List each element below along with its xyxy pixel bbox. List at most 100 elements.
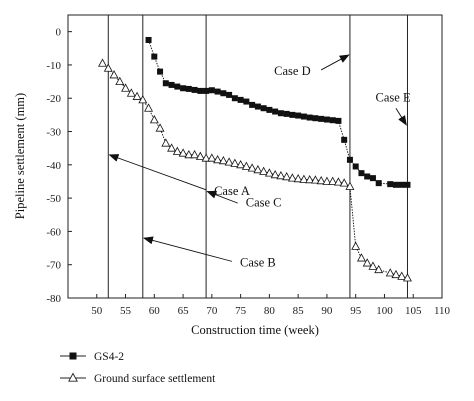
point-gs4-2-33 [335, 117, 342, 124]
point-gs4-2-19 [254, 103, 261, 110]
point-ground-surface-settlement-1 [103, 63, 113, 72]
point-gs4-2-34 [341, 136, 348, 143]
point-gs4-2-4 [168, 81, 175, 88]
point-gs4-2-13 [220, 90, 227, 97]
point-ground-surface-settlement-44 [351, 241, 361, 250]
point-ground-surface-settlement-39 [322, 176, 332, 185]
point-ground-surface-settlement-46 [362, 258, 372, 267]
point-ground-surface-settlement-17 [195, 151, 205, 160]
point-ground-surface-settlement-25 [241, 161, 251, 170]
annotation-label-case-c: Case C [246, 195, 282, 209]
point-ground-surface-settlement-14 [178, 148, 188, 157]
point-ground-surface-settlement-20 [213, 154, 223, 164]
point-ground-surface-settlement-18 [201, 153, 211, 162]
point-ground-surface-settlement-49 [385, 268, 395, 277]
annotation-arrow-case-b [142, 236, 233, 262]
x-tick-label-110: 110 [434, 305, 451, 317]
legend-marker-ground [68, 372, 78, 382]
point-gs4-2-16 [237, 96, 244, 103]
y-tick-label--20: -20 [46, 93, 61, 105]
point-ground-surface-settlement-40 [328, 176, 338, 185]
x-tick-label-65: 65 [178, 305, 190, 317]
point-ground-surface-settlement-16 [190, 149, 200, 159]
annotations: Case A Case B Case C Case D Case E [108, 54, 411, 269]
point-gs4-2-28 [306, 114, 313, 121]
x-tick-label-100: 100 [376, 305, 393, 317]
legend-label-gs4-2: GS4-2 [94, 351, 124, 363]
point-gs4-2-37 [358, 170, 365, 177]
point-gs4-2-11 [208, 87, 215, 94]
point-gs4-2-36 [352, 163, 359, 170]
point-ground-surface-settlement-11 [161, 138, 171, 147]
x-tick-label-80: 80 [264, 305, 276, 317]
point-ground-surface-settlement-35 [299, 174, 309, 183]
point-ground-surface-settlement-3 [115, 76, 125, 85]
legend-marker-gs4-2 [69, 352, 77, 360]
point-ground-surface-settlement-26 [247, 163, 257, 172]
point-ground-surface-settlement-45 [356, 253, 366, 262]
point-ground-surface-settlement-10 [155, 123, 165, 132]
point-gs4-2-10 [203, 87, 210, 94]
legend-label-ground: Ground surface settlement [94, 373, 216, 385]
y-tick-label--80: -80 [46, 293, 61, 305]
annotation-arrow-case-c [206, 190, 238, 204]
point-ground-surface-settlement-27 [253, 164, 263, 174]
x-axis-title: Construction time (week) [191, 323, 319, 337]
annotation-label-case-d: Case D [274, 64, 310, 78]
x-tick-label-55: 55 [120, 305, 132, 317]
series-layer [98, 36, 412, 282]
point-gs4-2-26 [295, 112, 302, 119]
point-gs4-2-32 [329, 117, 336, 124]
point-gs4-2-42 [392, 181, 399, 188]
point-ground-surface-settlement-6 [132, 91, 142, 100]
point-ground-surface-settlement-24 [236, 159, 246, 169]
point-gs4-2-7 [185, 85, 192, 92]
point-gs4-2-39 [369, 175, 376, 182]
point-ground-surface-settlement-43 [345, 181, 355, 190]
x-tick-label-60: 60 [149, 305, 161, 317]
x-tick-label-50: 50 [91, 305, 103, 317]
point-gs4-2-35 [346, 156, 353, 163]
y-tick-label--10: -10 [46, 60, 61, 72]
point-gs4-2-3 [162, 80, 169, 87]
point-ground-surface-settlement-34 [293, 173, 303, 183]
point-gs4-2-30 [318, 115, 325, 122]
point-ground-surface-settlement-48 [374, 264, 384, 274]
point-gs4-2-43 [398, 181, 405, 188]
point-ground-surface-settlement-19 [207, 153, 217, 162]
point-gs4-2-2 [157, 68, 164, 75]
point-ground-surface-settlement-23 [230, 158, 240, 167]
point-gs4-2-20 [260, 105, 267, 112]
y-tick-label--60: -60 [46, 226, 61, 238]
point-gs4-2-31 [323, 116, 330, 123]
point-ground-surface-settlement-22 [224, 157, 234, 166]
y-tick-label--50: -50 [46, 193, 61, 205]
point-gs4-2-15 [231, 95, 238, 102]
point-ground-surface-settlement-37 [310, 175, 320, 184]
y-tick-label--30: -30 [46, 127, 61, 139]
point-ground-surface-settlement-9 [149, 115, 159, 124]
point-ground-surface-settlement-2 [109, 70, 119, 79]
point-gs4-2-40 [375, 180, 382, 187]
point-ground-surface-settlement-8 [144, 103, 154, 112]
x-tick-label-95: 95 [350, 305, 362, 317]
point-gs4-2-12 [214, 88, 221, 95]
point-ground-surface-settlement-38 [316, 175, 326, 185]
point-ground-surface-settlement-31 [276, 170, 286, 180]
point-ground-surface-settlement-32 [282, 171, 292, 181]
annotation-arrow-case-a [108, 154, 207, 191]
point-gs4-2-8 [191, 86, 198, 93]
point-gs4-2-24 [283, 110, 290, 117]
plot-frame [67, 14, 443, 299]
point-ground-surface-settlement-29 [264, 168, 274, 177]
point-gs4-2-9 [197, 87, 204, 94]
point-gs4-2-27 [300, 113, 307, 120]
x-tick-label-90: 90 [321, 305, 333, 317]
x-tick-label-85: 85 [293, 305, 305, 317]
x-tick-label-75: 75 [235, 305, 247, 317]
point-ground-surface-settlement-41 [333, 177, 343, 186]
point-ground-surface-settlement-21 [218, 155, 228, 165]
point-gs4-2-6 [180, 85, 187, 92]
point-gs4-2-44 [404, 181, 411, 188]
